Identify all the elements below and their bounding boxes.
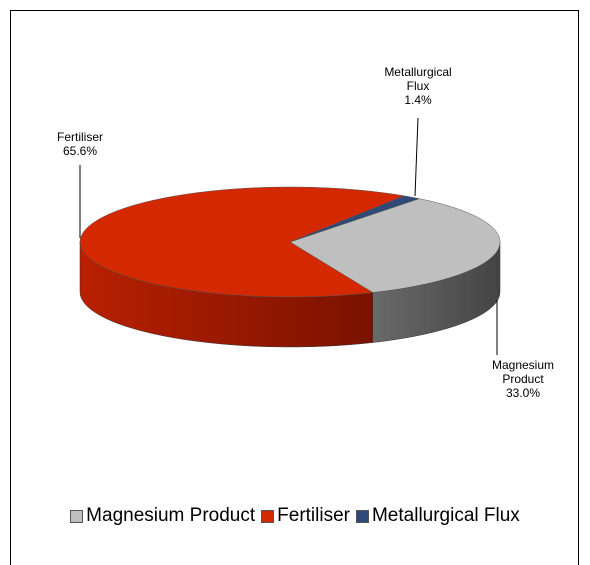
legend-item: Metallurgical Flux bbox=[355, 505, 520, 527]
pie-slice bbox=[289, 198, 501, 293]
legend-item: Magnesium Product bbox=[70, 505, 255, 527]
data-label-value: 33.0% bbox=[505, 386, 541, 400]
leader-line bbox=[414, 117, 419, 197]
legend-label: Magnesium Product bbox=[86, 505, 256, 526]
data-label-name: Fertiliser bbox=[56, 130, 103, 144]
data-label-name: Metallurgical Flux bbox=[384, 65, 452, 93]
chart-frame bbox=[10, 10, 579, 565]
data-label-name: Magnesium Product bbox=[491, 358, 555, 386]
data-label: Fertiliser 65.6% bbox=[40, 130, 120, 158]
legend-label: Metallurgical Flux bbox=[371, 505, 520, 526]
legend-swatch bbox=[355, 509, 369, 523]
pie-tops bbox=[79, 186, 501, 298]
pie-slice bbox=[289, 195, 421, 243]
data-label-value: 65.6% bbox=[62, 144, 98, 158]
legend-swatch bbox=[261, 509, 275, 523]
legend-swatch bbox=[70, 509, 84, 523]
data-label-value: 1.4% bbox=[404, 93, 432, 107]
legend: Magnesium Product Fertiliser Metallurgical… bbox=[10, 505, 580, 527]
data-label: Magnesium Product 33.0% bbox=[478, 358, 568, 400]
legend-item: Fertiliser bbox=[261, 505, 350, 527]
legend-label: Fertiliser bbox=[277, 505, 350, 526]
pie-slice bbox=[79, 186, 406, 298]
data-label: Metallurgical Flux 1.4% bbox=[378, 65, 458, 107]
